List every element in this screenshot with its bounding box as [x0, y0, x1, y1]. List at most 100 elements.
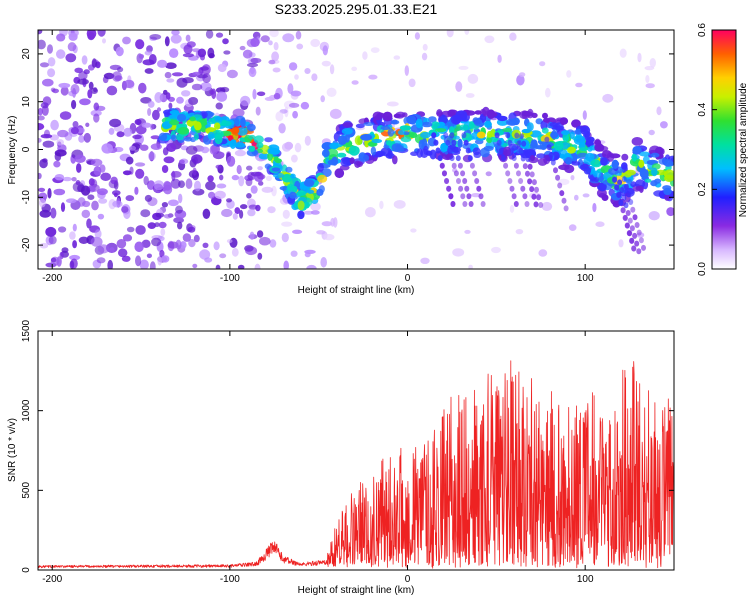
spectrogram-signal-blob — [285, 166, 293, 173]
spectrogram-streak-blob — [444, 178, 449, 184]
spectrogram-signal-blob — [267, 147, 279, 155]
spectrogram-streak-blob — [439, 162, 445, 169]
spectrogram-noise-blob — [464, 229, 471, 234]
spectrogram-streak-blob — [447, 147, 453, 154]
spectrogram-signal-blob — [297, 210, 305, 220]
spectrogram-noise-blob — [602, 93, 614, 103]
spectrogram-signal-blob — [390, 119, 400, 125]
spectrogram-streak-blob — [450, 201, 456, 207]
spectrogram-signal-blob — [427, 116, 437, 123]
spectrogram-streak-blob — [518, 147, 524, 154]
spectrogram-noise-blob — [146, 253, 152, 259]
spectrogram-signal-blob — [593, 177, 600, 183]
spectrogram-noise-blob — [257, 174, 266, 180]
spectrogram-noise-blob — [256, 230, 264, 238]
spectrogram-streak-blob — [555, 174, 561, 181]
spectrogram-noise-blob — [38, 192, 48, 201]
spectrogram-streak-blob — [453, 170, 459, 177]
spectrogram-signal-blob — [349, 157, 355, 165]
spectrogram-noise-blob — [199, 249, 211, 260]
spectrogram-noise-blob — [134, 241, 144, 253]
spectrogram-noise-blob — [38, 107, 43, 116]
spectrogram-noise-blob — [93, 166, 102, 176]
spectrogram-streak-blob — [516, 170, 521, 177]
spectrogram-streak-blob — [505, 170, 511, 177]
spectrogram-noise-blob — [268, 40, 273, 46]
spectrogram-noise-blob — [192, 263, 198, 269]
spectrogram-streak-blob — [501, 155, 506, 162]
spectrogram-signal-blob — [502, 127, 513, 133]
spectrogram-streak-blob — [536, 194, 542, 201]
spectrogram-noise-blob — [221, 208, 233, 218]
spectrogram-streak-blob — [559, 190, 565, 197]
spectrogram-noise-blob — [455, 81, 463, 92]
spectrogram-noise-blob — [250, 57, 262, 64]
spectrogram-signal-blob — [393, 113, 401, 119]
spectrogram-signal-blob — [392, 155, 398, 165]
spectrogram-signal-blob — [336, 152, 347, 158]
spectrogram-noise-blob — [69, 260, 75, 269]
spectrogram-noise-blob — [167, 199, 179, 207]
spectrogram-noise-blob — [182, 77, 194, 84]
spectrogram-noise-blob — [138, 54, 144, 59]
spectrogram-noise-blob — [238, 175, 245, 187]
spectrogram-noise-blob — [323, 233, 335, 241]
spectrogram-noise-blob — [97, 30, 106, 37]
spectrogram-noise-blob — [42, 158, 48, 163]
spectrogram-noise-blob — [93, 113, 100, 123]
spectrogram-streak-blob — [627, 217, 633, 224]
spectrogram-noise-blob — [246, 165, 253, 171]
spectrogram-signal-blob — [380, 125, 391, 131]
spectrogram-noise-blob — [541, 201, 553, 211]
spectrogram-noise-blob — [236, 164, 242, 175]
spectrogram-streak-blob — [546, 144, 552, 151]
spectrogram-streak-blob — [521, 140, 527, 147]
spectrogram-noise-blob — [329, 64, 335, 75]
spectrogram-noise-blob — [304, 135, 311, 146]
spectrogram-noise-blob — [545, 87, 551, 98]
spectrogram-noise-blob — [60, 202, 66, 213]
spectrogram-noise-blob — [265, 175, 272, 182]
spectrogram-noise-blob — [161, 165, 169, 173]
spectrogram-streak-blob — [531, 193, 537, 200]
spectrogram-streak-blob — [614, 184, 620, 191]
snr-ytick-label: 1500 — [21, 319, 32, 342]
spectrogram-noise-blob — [112, 71, 122, 82]
spectrogram-signal-blob — [372, 111, 383, 121]
snr-xtick-label: 100 — [577, 574, 594, 585]
spectrogram-noise-blob — [261, 186, 274, 193]
spectrogram-noise-blob — [122, 36, 131, 45]
spectrogram-signal-blob — [307, 189, 315, 194]
spectrogram-noise-blob — [200, 82, 212, 92]
spectrogram-signal-blob — [331, 156, 339, 166]
spectrogram-noise-blob — [248, 204, 258, 210]
spectrogram-streak-blob — [620, 207, 626, 214]
spectrogram-noise-blob — [179, 159, 185, 164]
spectrogram-streak-blob — [431, 132, 437, 139]
spectrogram-signal-blob — [573, 135, 586, 145]
spectrogram-noise-blob — [240, 95, 251, 107]
spectrogram-noise-blob — [648, 211, 660, 221]
spectrogram-streak-blob — [529, 171, 535, 178]
spectrogram-noise-blob — [219, 174, 224, 181]
spectrogram-noise-blob — [222, 38, 229, 45]
spectrogram-streak-blob — [625, 210, 631, 216]
spectrogram-signal-blob — [474, 110, 483, 115]
spectrogram-noise-blob — [246, 193, 252, 199]
spectrogram-signal-blob — [382, 111, 393, 122]
spectrogram-streak-blob — [441, 170, 447, 177]
spectrogram-noise-blob — [282, 33, 295, 43]
spectrogram-noise-blob — [368, 74, 378, 80]
spectrogram-noise-blob — [77, 184, 85, 193]
spectrogram-signal-blob — [214, 116, 222, 122]
spectrogram-xtick-label: 0 — [405, 273, 411, 284]
spectrogram-noise-blob — [139, 259, 149, 269]
spectrogram-noise-blob — [38, 123, 45, 131]
spectrogram-streak-blob — [619, 187, 625, 193]
spectrogram-noise-blob — [306, 264, 317, 269]
spectrogram-noise-blob — [56, 49, 66, 59]
spectrogram-noise-blob — [152, 109, 160, 121]
spectrogram-noise-blob — [169, 48, 179, 58]
